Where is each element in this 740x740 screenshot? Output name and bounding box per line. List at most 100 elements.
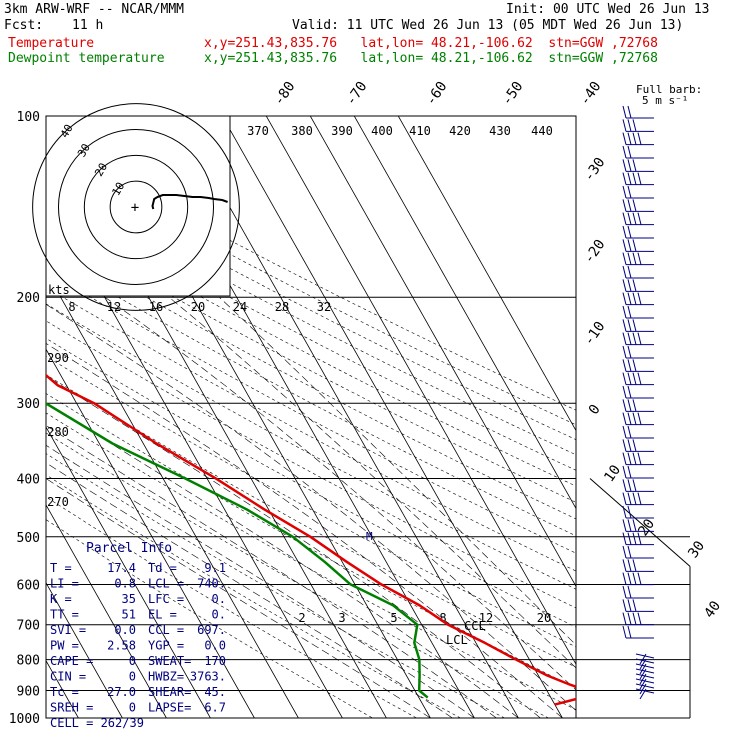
isotherm-label: -30 [581, 155, 609, 185]
moist-adiabat [46, 375, 541, 718]
parcel-value: 0 [129, 701, 136, 715]
isotherm-label: -10 [581, 319, 609, 349]
parcel-title: Parcel Info [86, 541, 172, 556]
dewpoint-line [46, 401, 429, 699]
parcel-value: 51 [122, 608, 136, 622]
isotherm-line [46, 426, 211, 718]
lcl-marker: LCL [446, 633, 468, 647]
parcel-row: Tc = 27.0 SHEAR= 45. [50, 685, 226, 699]
hodo-ring [83, 154, 189, 260]
dry-adiabat [46, 432, 549, 718]
wind-barb [622, 185, 654, 199]
parcel-value: 740. [197, 577, 226, 591]
model-title: 3km ARW-WRF -- NCAR/MMM [4, 2, 185, 17]
isotherm-label: 40 [701, 598, 724, 621]
pressure-label-200: 200 [17, 291, 40, 306]
dry-adiabats [46, 139, 576, 718]
parcel-row: TT = 51 EL = 0. [50, 608, 226, 622]
moist-adiabat [46, 303, 576, 711]
wind-barb [622, 439, 654, 452]
wind-barb [622, 519, 654, 532]
wind-barb [622, 599, 654, 612]
wind-barb [622, 505, 654, 519]
wind-barb [622, 119, 654, 132]
pressure-label-500: 500 [17, 531, 40, 546]
parcel-value: 0 [129, 654, 136, 668]
parcel-label: LAPSE= [148, 701, 191, 715]
parcel-marker: M [366, 530, 373, 543]
parcel-label: TT = [50, 608, 79, 622]
forecast-hour: 11 h [72, 18, 104, 33]
moist-adiabat [46, 343, 563, 718]
hodo-axis-tick: 28 [275, 300, 289, 314]
init-time: Init: 00 UTC Wed 26 Jun 13 [506, 2, 710, 17]
wind-barb [622, 385, 654, 399]
hodo-ring [32, 103, 240, 311]
parcel-value: 0.0 [204, 639, 226, 653]
theta-label: 370 [247, 124, 269, 138]
theta-label: 290 [47, 351, 69, 365]
sounding-profiles [46, 373, 576, 706]
isotherm-label: 10 [601, 462, 624, 485]
wind-barb [622, 199, 654, 212]
isotherm-label: 20 [635, 516, 658, 539]
parcel-label: SWEAT= [148, 654, 191, 668]
theta-label: 400 [371, 124, 393, 138]
isotherm-line [46, 348, 255, 718]
hodo-axis-tick: 12 [107, 300, 121, 314]
theta-label: 430 [489, 124, 511, 138]
dewpoint-location: x,y=251.43,835.76 lat,lon= 48.21,-106.62… [204, 51, 658, 66]
parcel-row: PW = 2.58 YGP = 0.0 [50, 639, 226, 653]
parcel-label: HWBZ= [148, 670, 184, 684]
wind-barb [622, 465, 654, 479]
moist-adiabat [46, 402, 519, 718]
theta-label: 390 [331, 124, 353, 138]
pressure-label-900: 900 [17, 684, 40, 699]
parcel-row: SREH = 0 LAPSE= 6.7 [50, 701, 226, 715]
mixing-ratio-label: 8 [439, 611, 446, 625]
hodo-axis-tick: 8 [68, 300, 75, 314]
wind-barb [622, 572, 654, 586]
wind-barb [622, 559, 654, 572]
isotherm-line [265, 116, 576, 666]
theta-label: 280 [47, 425, 69, 439]
parcel-label: EL = [148, 608, 177, 622]
frame-diagonal [589, 478, 691, 567]
dry-adiabat [46, 453, 505, 718]
isotherm-line [353, 116, 576, 510]
wind-barb [622, 399, 654, 412]
wind-barb [622, 359, 654, 372]
parcel-row: LI = 0.8 LCL = 740. [50, 577, 226, 591]
parcel-label: SREH = [50, 701, 93, 715]
parcel-cell: CELL = 262/39 [50, 716, 144, 730]
isotherm-line [397, 116, 576, 432]
parcel-row: K = 35 LFC = 0. [50, 592, 226, 606]
parcel-value: 17.4 [107, 561, 136, 575]
isotherm-label: -50 [499, 79, 527, 109]
wind-barb [622, 105, 654, 119]
parcel-value: 9.1 [204, 561, 226, 575]
wind-barb [622, 372, 654, 386]
pressure-label-1000: 1000 [9, 712, 40, 727]
parcel-info-box: Parcel Info T = 17.4 Td = 9.1 LI = 0.8 LCL = 740… [50, 541, 226, 730]
wind-barb [622, 332, 654, 346]
moist-adiabat [168, 296, 576, 669]
parcel-value: 45. [204, 685, 226, 699]
mixing-ratio-label: 20 [537, 611, 551, 625]
moist-adiabat [46, 478, 431, 718]
parcel-label: SVI = [50, 623, 86, 637]
mixing-ratio-label: 12 [479, 611, 493, 625]
hodo-ring [109, 180, 163, 234]
parcel-label: LFC = [148, 592, 184, 606]
hodo-axis-tick: 32 [317, 300, 331, 314]
parcel-row: CAPE = 0 SWEAT= 170 [50, 654, 226, 668]
pressure-label-600: 600 [17, 578, 40, 593]
wind-barb [622, 292, 654, 306]
isotherm-line [46, 581, 123, 718]
parcel-label: T = [50, 561, 72, 575]
hodo-ring-label: 10 [109, 180, 127, 198]
wind-barb [622, 159, 654, 172]
parcel-row: CIN = 0 HWBZ= 3763. [50, 670, 226, 684]
parcel-label: YGP = [148, 639, 184, 653]
